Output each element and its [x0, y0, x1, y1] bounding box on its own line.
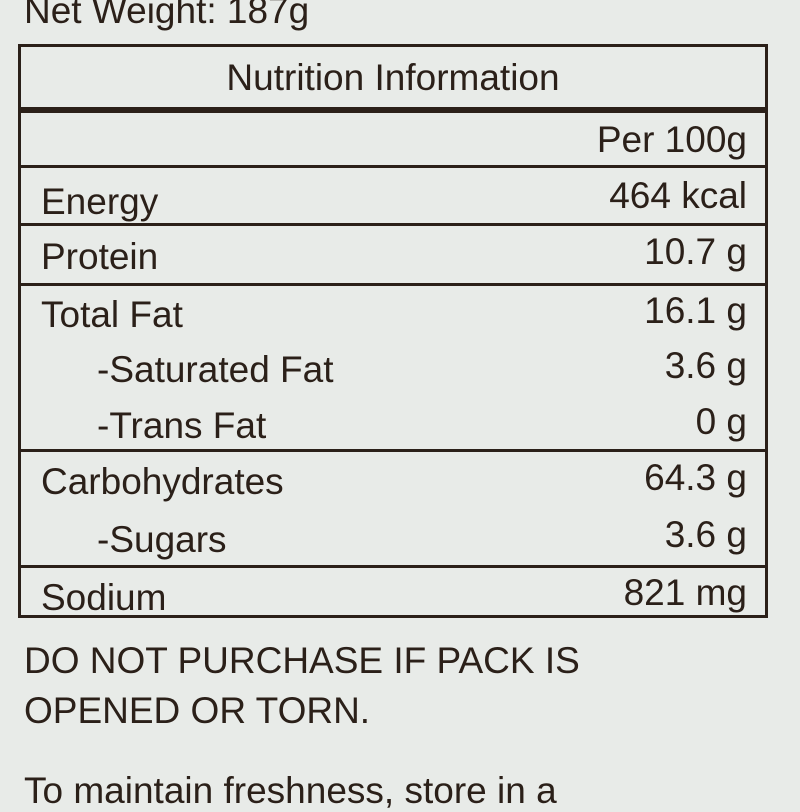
warning-line-1: DO NOT PURCHASE IF PACK IS [24, 640, 580, 681]
row-value-total-fat: 16.1 g [644, 290, 747, 331]
row-value-trans-fat: 0 g [695, 401, 747, 442]
table-title: Nutrition Information [226, 57, 560, 98]
divider [21, 165, 765, 168]
row-label-protein: Protein [41, 236, 159, 277]
divider [21, 565, 765, 568]
row-label-sugars: -Sugars [97, 519, 227, 560]
row-label-energy: Energy [41, 181, 159, 222]
row-value-saturated-fat: 3.6 g [664, 345, 747, 386]
row-label-sodium: Sodium [41, 577, 167, 618]
storage-instructions: To maintain freshness, store in a [24, 770, 557, 811]
row-label-trans-fat: -Trans Fat [97, 405, 267, 446]
row-value-sugars: 3.6 g [664, 514, 747, 555]
divider [21, 107, 765, 113]
nutrition-table: Nutrition Information Per 100g Energy 46… [18, 44, 768, 618]
row-value-protein: 10.7 g [644, 231, 747, 272]
divider [21, 223, 765, 226]
net-weight: Net Weight: 187g [24, 0, 310, 31]
warning-line-2: OPENED OR TORN. [24, 690, 371, 731]
divider [21, 283, 765, 286]
divider [21, 449, 765, 452]
row-value-energy: 464 kcal [609, 175, 747, 216]
row-label-carbohydrates: Carbohydrates [41, 461, 284, 502]
column-header: Per 100g [596, 119, 747, 160]
row-value-sodium: 821 mg [623, 572, 747, 613]
row-label-total-fat: Total Fat [41, 294, 183, 335]
row-value-carbohydrates: 64.3 g [644, 457, 747, 498]
row-label-saturated-fat: -Saturated Fat [97, 349, 334, 390]
